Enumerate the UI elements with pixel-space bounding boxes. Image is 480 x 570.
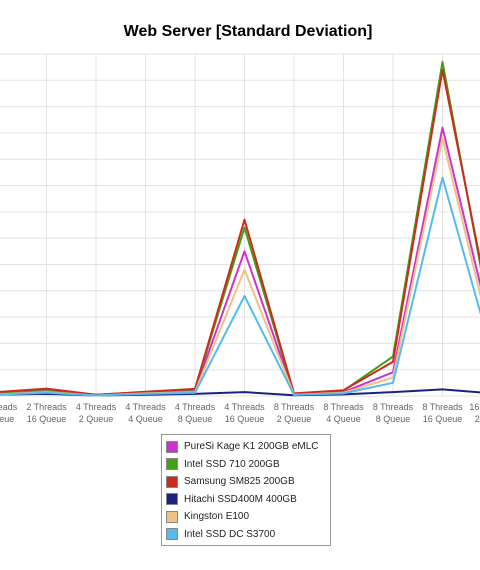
x-tick-label: 8 Threads [422,402,463,412]
x-tick-label: 8 Queue [376,414,411,424]
x-tick-label: 16 Queue [27,414,67,424]
x-tick-label: 8 Threads [373,402,414,412]
legend-label: Hitachi SSD400M 400GB [184,493,297,505]
legend-item: Intel SSD 710 200GB [166,456,326,474]
series-line [0,176,480,397]
legend-item: Kingston E100 [166,508,326,526]
series-lines [0,60,480,397]
legend-label: Intel SSD DC S3700 [184,528,276,540]
x-tick-label: 16 Queue [423,414,463,424]
legend-label: Kingston E100 [184,511,250,523]
x-tick-label: 2 Queue [79,414,114,424]
x-tick-label: 4 Threads [76,402,117,412]
x-tick-label: 4 Threads [125,402,166,412]
x-tick-label: 1 Queue [0,414,14,424]
legend-label: PureSi Kage K1 200GB eMLC [184,441,319,453]
legend-item: Hitachi SSD400M 400GB [166,491,326,509]
x-tick-label: 2 Queue [277,414,312,424]
x-tick-label: 8 Queue [178,414,213,424]
legend-swatch [166,440,178,453]
x-tick-label: 16 Queue [225,414,265,424]
x-tick-label: 2 Queue [475,414,480,424]
legend-label: Samsung SM825 200GB [184,476,295,488]
x-tick-label: 4 Queue [128,414,163,424]
x-axis-ticks: 1 Threads 1 Queue 2 Threads 16 Queue 4 Threa… [0,402,480,424]
x-tick-label: 2 Threads [26,402,67,412]
chart-title: Web Server [Standard Deviation] [124,23,373,40]
grid [0,53,480,397]
legend-swatch [166,510,178,523]
series-line [0,68,480,396]
legend-swatch [166,528,178,541]
legend-swatch [166,493,178,506]
x-tick-label: 1 Threads [0,402,18,412]
series-line [0,60,480,396]
x-tick-label: 8 Threads [274,402,315,412]
legend: PureSi Kage K1 200GB eMLC Intel SSD 710 2… [161,434,331,546]
legend-item: Samsung SM825 200GB [166,473,326,491]
legend-swatch [166,458,178,471]
x-tick-label: 16 Threads [469,402,480,412]
legend-item: PureSi Kage K1 200GB eMLC [166,438,326,456]
legend-label: Intel SSD 710 200GB [184,458,280,470]
x-tick-label: 4 Threads [175,402,216,412]
x-tick-label: 8 Threads [323,402,364,412]
x-tick-label: 4 Queue [326,414,361,424]
legend-swatch [166,475,178,488]
legend-item: Intel SSD DC S3700 [166,526,326,544]
x-tick-label: 4 Threads [224,402,265,412]
